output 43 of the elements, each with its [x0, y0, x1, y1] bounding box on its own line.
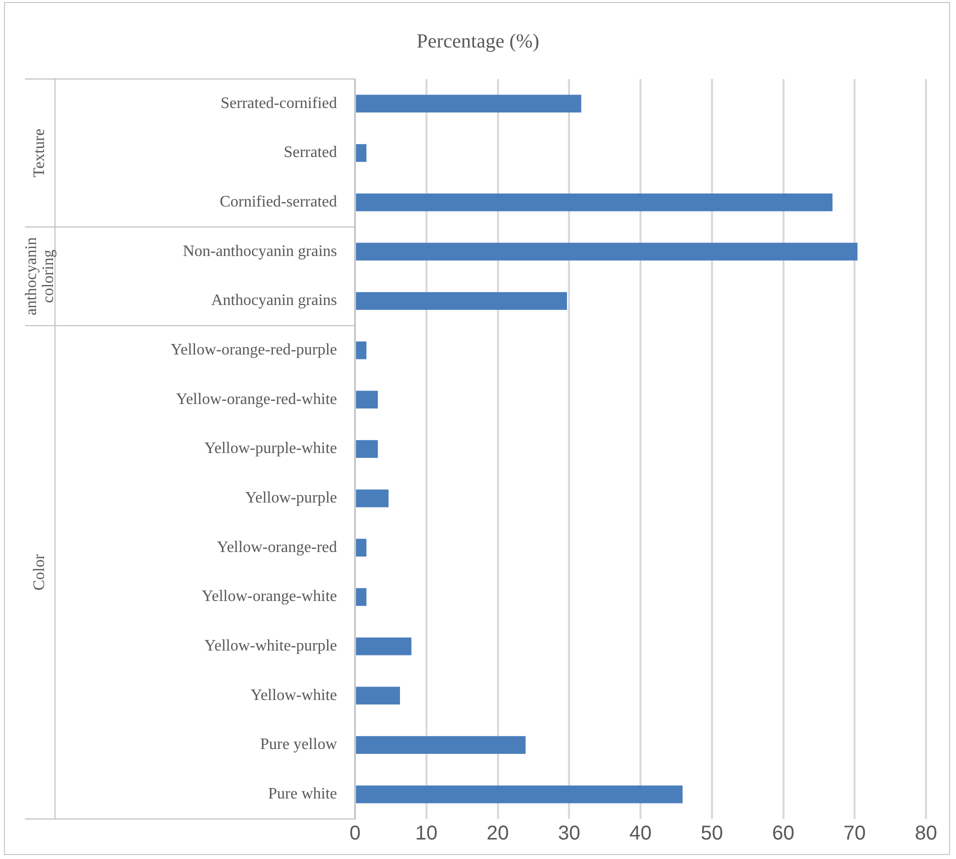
bar — [356, 538, 366, 557]
x-tick-label: 10 — [415, 822, 438, 845]
bar — [356, 637, 412, 656]
x-tick-label: 70 — [844, 822, 866, 845]
bar — [356, 588, 366, 606]
bar — [356, 440, 378, 458]
bar — [356, 785, 683, 804]
y-tick-label: Serrated-cornified — [220, 94, 337, 112]
y-tick-label: Yellow-purple-white — [204, 440, 337, 458]
x-tick-label: 30 — [558, 822, 580, 845]
x-tick-label: 0 — [349, 822, 361, 845]
bar — [356, 144, 366, 162]
y-tick-label: Serrated — [284, 144, 337, 162]
y-tick-label: Yellow-purple — [245, 490, 337, 507]
y-tick-label: Yellow-white — [250, 686, 337, 704]
bar — [356, 193, 832, 212]
y-tick-label: Yellow-white-purple — [204, 638, 337, 655]
y-tick-label: Yellow-orange-red-white — [176, 390, 337, 408]
bar — [356, 292, 567, 310]
bar — [356, 341, 366, 360]
bar — [356, 242, 858, 261]
bar — [356, 736, 526, 754]
x-tick-label: 60 — [772, 822, 794, 845]
y-tick-label: Pure yellow — [260, 736, 338, 754]
text: Color — [31, 553, 48, 591]
bar — [356, 686, 400, 705]
y-tick-label: Anthocyanin grains — [211, 292, 337, 310]
text: Texture — [31, 128, 48, 178]
y-tick-label: Yellow-orange-red — [216, 538, 337, 556]
x-tick-label: 50 — [700, 822, 723, 845]
text: anthocyanin coloring — [23, 237, 58, 316]
y-tick-label: Pure white — [268, 786, 337, 803]
bar — [356, 390, 378, 409]
y-tick-label: Cornified-serrated — [220, 194, 337, 211]
x-tick-label: 40 — [629, 822, 652, 845]
y-tick-label: Yellow-orange-white — [202, 588, 337, 606]
bar — [356, 489, 389, 508]
y-tick-label: Yellow-orange-red-purple — [170, 342, 337, 359]
x-tick-label: 20 — [486, 822, 509, 845]
y-tick-label: Non-anthocyanin grains — [182, 242, 337, 260]
x-tick-label: 80 — [914, 822, 938, 845]
bar — [356, 94, 582, 113]
chart-title: Percentage (%) — [416, 30, 540, 52]
